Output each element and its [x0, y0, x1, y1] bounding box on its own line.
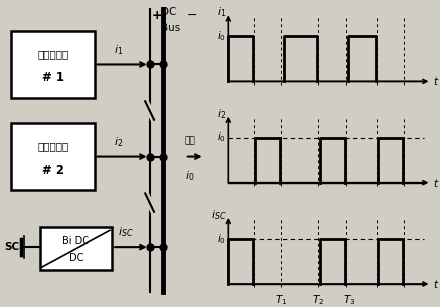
Text: $i_{SC}$: $i_{SC}$ — [117, 226, 133, 239]
Text: $i_0$: $i_0$ — [217, 29, 226, 43]
Text: $i_0$: $i_0$ — [185, 169, 194, 183]
Text: $T_2$: $T_2$ — [312, 293, 324, 307]
Bar — [11, 31, 95, 98]
Text: DC: DC — [69, 253, 83, 263]
Text: $t$: $t$ — [433, 75, 440, 87]
Text: # 1: # 1 — [42, 72, 64, 84]
Text: $T_3$: $T_3$ — [343, 293, 356, 307]
Text: Bi DC: Bi DC — [62, 236, 89, 246]
Text: # 2: # 2 — [42, 164, 64, 177]
Text: DC: DC — [161, 7, 176, 17]
Text: Bus: Bus — [161, 23, 180, 33]
Text: SC: SC — [4, 242, 19, 252]
Text: $t$: $t$ — [433, 278, 440, 290]
Text: $i_{SC}$: $i_{SC}$ — [211, 208, 226, 222]
Text: $i_1$: $i_1$ — [114, 43, 124, 57]
Bar — [11, 123, 95, 190]
Text: $T_1$: $T_1$ — [275, 293, 287, 307]
Text: $t$: $t$ — [433, 177, 440, 189]
Text: −: − — [187, 9, 198, 22]
Text: $i_0$: $i_0$ — [217, 130, 226, 144]
Text: 对度: 对度 — [185, 137, 195, 146]
Text: $i_2$: $i_2$ — [217, 107, 226, 121]
Text: $i_1$: $i_1$ — [217, 6, 226, 19]
Text: 电池组阵列: 电池组阵列 — [37, 49, 69, 59]
Bar — [40, 227, 112, 270]
Text: 电池组阵列: 电池组阵列 — [37, 142, 69, 151]
Text: +: + — [152, 9, 162, 22]
Text: $i_2$: $i_2$ — [114, 135, 123, 149]
Text: $i_0$: $i_0$ — [217, 232, 226, 246]
